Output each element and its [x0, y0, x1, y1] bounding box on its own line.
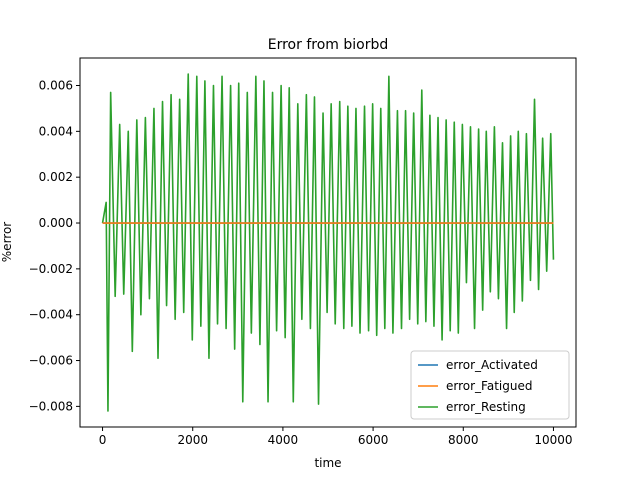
y-tick-label: 0.002 — [39, 170, 73, 184]
legend-label: error_Activated — [446, 358, 538, 372]
y-axis-label: %error — [0, 222, 14, 263]
series-layer — [101, 73, 555, 412]
y-axis-ticks: −0.008 −0.006 −0.004 −0.002 0.000 0.002 0.004 0… — [29, 79, 80, 413]
x-tick-label: 4000 — [268, 433, 299, 447]
x-tick-label: 6000 — [358, 433, 389, 447]
legend-box — [410, 350, 570, 420]
y-tick-label: 0.000 — [39, 216, 73, 230]
series-line-error-resting — [101, 73, 555, 412]
y-tick-label: −0.006 — [29, 354, 73, 368]
y-tick-label: −0.008 — [29, 399, 73, 413]
x-axis-ticks: 0 2000 4000 6000 8000 10000 — [99, 427, 573, 447]
x-axis-label: time — [314, 456, 341, 470]
x-tick-label: 2000 — [177, 433, 208, 447]
y-tick-label: 0.004 — [39, 124, 73, 138]
chart-title: Error from biorbd — [268, 37, 388, 53]
y-tick-label: −0.002 — [29, 262, 73, 276]
legend-entries: error_Activated error_Fatigued error_Resti… — [418, 358, 538, 414]
x-tick-label: 10000 — [534, 433, 572, 447]
y-tick-label: 0.006 — [39, 79, 73, 93]
axes-frame — [79, 57, 577, 428]
x-tick-label: 0 — [99, 433, 107, 447]
legend-label: error_Fatigued — [446, 379, 532, 393]
y-tick-label: −0.004 — [29, 308, 73, 322]
x-tick-label: 8000 — [448, 433, 479, 447]
legend: error_Activated error_Fatigued error_Resti… — [410, 350, 570, 420]
legend-label: error_Resting — [446, 400, 526, 414]
